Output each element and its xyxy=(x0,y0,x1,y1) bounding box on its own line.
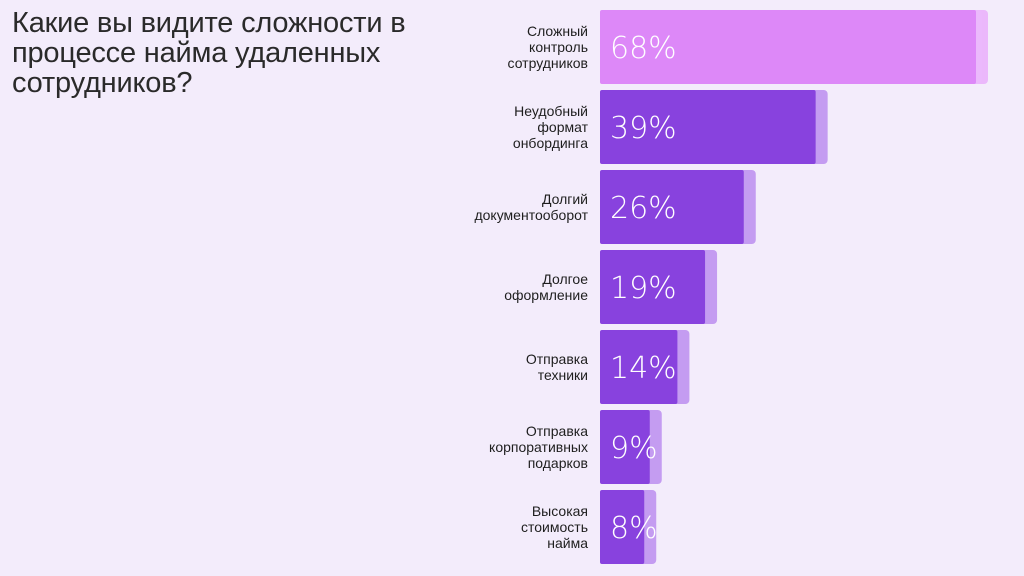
value-label: 68% xyxy=(610,31,677,66)
category-label: Долгий документооборот xyxy=(474,191,588,223)
bar xyxy=(600,490,645,564)
category-label: Неудобный формат онбординга xyxy=(513,103,589,151)
bar xyxy=(600,410,650,484)
value-label: 39% xyxy=(610,111,677,146)
category-label: Высокая стоимость найма xyxy=(521,503,588,551)
bar xyxy=(600,250,706,324)
value-label: 8% xyxy=(610,511,658,546)
value-label: 14% xyxy=(610,351,677,386)
bar xyxy=(600,170,744,244)
chart-title: Какие вы видите сложности в процессе най… xyxy=(12,7,406,99)
value-label: 26% xyxy=(610,191,677,226)
value-label: 19% xyxy=(610,271,677,306)
category-label: Долгое оформление xyxy=(504,271,588,303)
category-label: Отправка корпоративных подарков xyxy=(489,423,588,471)
bar xyxy=(600,330,678,404)
value-label: 9% xyxy=(610,431,658,466)
category-label: Отправка техники xyxy=(526,351,588,383)
category-label: Сложный контроль сотрудников xyxy=(508,23,588,71)
bar xyxy=(600,10,976,84)
bar xyxy=(600,90,816,164)
